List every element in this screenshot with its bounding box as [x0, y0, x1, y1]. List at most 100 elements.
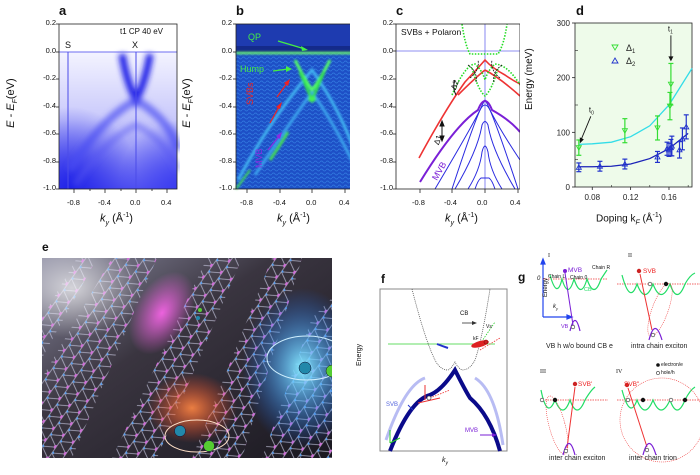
annotation-qp: QP: [248, 32, 262, 42]
ytick: -0.2: [380, 73, 393, 82]
annotation-svbs: SVBs: [245, 82, 255, 105]
panel-g-label: g: [518, 270, 526, 284]
xlabel-sub: y: [105, 219, 110, 227]
electron-sphere-icon: [325, 364, 332, 378]
hole-legend-icon: [656, 371, 660, 375]
annotation-vs: Vs: [486, 324, 492, 330]
xlabel-sub: y: [445, 460, 449, 467]
plot-area: [574, 22, 693, 188]
zero-label: 0: [537, 276, 541, 282]
xtick: -0.4: [98, 198, 111, 207]
arrowhead: [579, 137, 584, 144]
subpanel-iii: [539, 381, 608, 456]
xlabel-unit: (Å: [112, 212, 124, 225]
xlabel-sub: y: [282, 219, 287, 227]
xlabel-sup: -1: [652, 212, 659, 219]
ylabel-sub: F: [12, 99, 20, 104]
chain-label-0: Chain 0: [570, 275, 588, 281]
roman-ii: II: [628, 253, 632, 259]
xlabel-k: k: [100, 212, 106, 225]
xlabel-sub: y: [450, 219, 455, 227]
legend-marker: [611, 44, 619, 51]
panel-c-mvb-curve: [419, 100, 520, 183]
annotation-cb: CB: [460, 311, 469, 317]
annotation-t0: t0: [589, 105, 594, 116]
y-tick-label: 200: [557, 74, 571, 83]
ytick: 0.2: [221, 18, 232, 27]
arrowhead: [668, 56, 674, 62]
panel-a-annotation: t1 CP 40 eV: [120, 27, 163, 36]
legend-electron: electron/e: [661, 362, 683, 368]
panel-d-label: d: [576, 3, 584, 18]
panel-f-label: f: [381, 272, 385, 286]
legend-label: Δ1: [626, 43, 636, 55]
caption-ii: intra chain exciton: [631, 343, 688, 350]
ytick: -0.8: [380, 155, 393, 165]
ytick: -0.8: [219, 155, 232, 165]
panel-b-xlabel: ky (Å-1): [277, 212, 310, 227]
panel-c-delta-arrows: [439, 79, 457, 143]
data-point: [596, 162, 604, 169]
ytick: -0.6: [43, 128, 56, 137]
panel-b-curvature: [233, 23, 350, 193]
xtick: 0.4: [161, 198, 172, 207]
legend-hole: hole/h: [661, 370, 675, 376]
energy-axis: [540, 257, 574, 320]
annotation-mvb-b: MVB: [254, 148, 264, 168]
panel-e-label: e: [42, 240, 49, 254]
panel-b-arrows: [267, 40, 308, 151]
xlabel-main: Doping k: [596, 213, 636, 225]
annotation-kf: kF: [473, 336, 479, 342]
ytick: -1.0: [219, 183, 232, 192]
xlabel-unit: (Å: [457, 212, 469, 225]
xlabel-sub: F: [635, 219, 640, 227]
ylabel-unit: (eV): [4, 78, 17, 100]
data-point: [575, 163, 583, 170]
panel-c-svb-curves: [418, 58, 520, 159]
data-point: [668, 142, 676, 149]
caption-i: VB h w/o bound CB e: [546, 343, 613, 350]
annotation-mvb-f: MVB: [465, 428, 479, 434]
point-label-x: X: [132, 40, 139, 50]
xtick: 0.4: [339, 198, 350, 207]
x-tick-label: 0.08: [584, 193, 600, 202]
xtick: -0.4: [444, 198, 457, 207]
roman-iii: III: [540, 369, 546, 375]
xtick: -0.4: [273, 198, 286, 207]
ytick: -0.6: [219, 128, 232, 137]
data-point: [682, 123, 690, 130]
band-label-vb: VB: [561, 324, 569, 330]
panel-c-model: [393, 23, 520, 193]
subpanel-ii: [617, 268, 700, 341]
y-tick-label: 300: [557, 19, 571, 28]
hole-sphere-icon: [174, 425, 186, 437]
data-point: [666, 103, 674, 110]
data-point: [654, 153, 661, 160]
xlabel-k: k: [277, 212, 283, 225]
y-tick-label: 0: [566, 183, 571, 192]
xlabel-unit: (Å: [289, 212, 301, 225]
data-point: [679, 135, 686, 142]
cb-dotted-curve: [411, 288, 491, 371]
data-point: [621, 160, 629, 167]
panel-b-label: b: [236, 3, 244, 18]
caption-iii: inter chain exciton: [549, 455, 606, 462]
xtick: 0.4: [510, 198, 521, 207]
panel-f-ylabel: Energy: [356, 343, 363, 366]
electron-legend-icon: [656, 363, 660, 367]
x-tick-label: 0.12: [623, 193, 639, 202]
state-label-svb: SVB: [643, 268, 657, 275]
point-label-s: S: [65, 40, 72, 50]
roman-iv: IV: [616, 369, 623, 375]
hole-sphere-icon: [298, 361, 312, 375]
xlabel-k: k: [553, 304, 556, 310]
panel-c-xlabel: ky (Å-1): [445, 212, 478, 227]
subpanel-iv: [617, 377, 700, 463]
annotation-hump: Hump: [240, 64, 265, 74]
legend-label: Δ2: [626, 56, 636, 68]
panel-a-ylabel: E - EF(eV): [5, 63, 19, 143]
xlabel-sub: y: [556, 306, 558, 312]
panel-f-xlabel: ky: [442, 457, 448, 466]
xlabel-k: k: [442, 457, 446, 464]
